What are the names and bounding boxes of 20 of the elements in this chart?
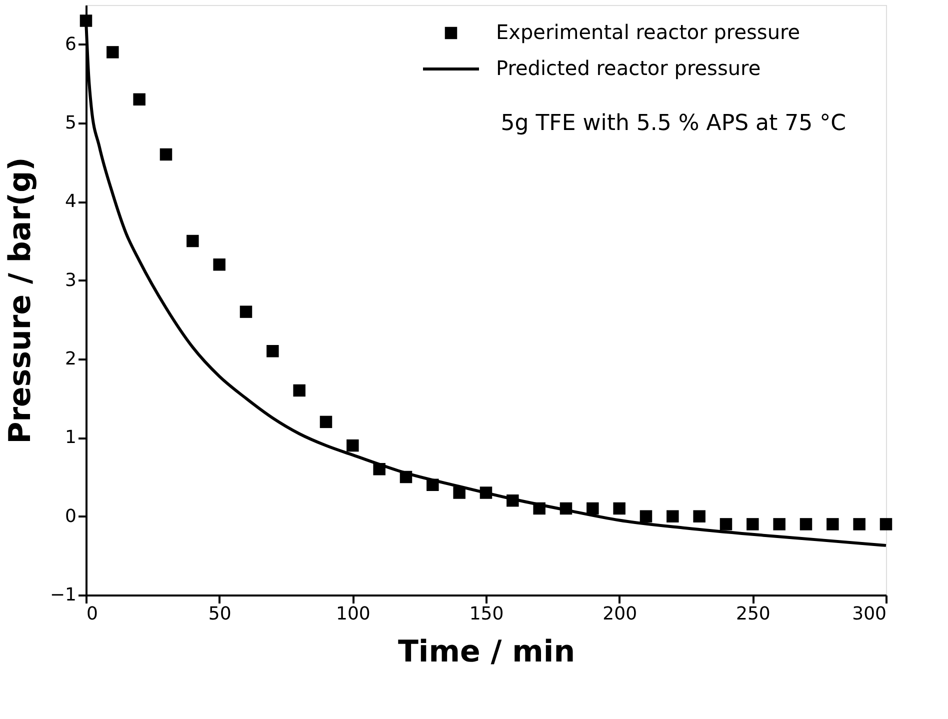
- legend-label: Predicted reactor pressure: [496, 56, 761, 80]
- x-tick-label: 50: [208, 604, 232, 624]
- y-tick-label: 3: [65, 270, 76, 291]
- y-tick-label: −1: [50, 584, 76, 606]
- y-tick-label: 5: [65, 112, 76, 134]
- x-tick-label: 250: [736, 604, 770, 624]
- legend-label: Experimental reactor pressure: [496, 20, 800, 44]
- y-tick-label: 0: [65, 506, 76, 527]
- x-tick-label: 0: [86, 604, 98, 624]
- x-tick-label: 150: [469, 604, 504, 624]
- y-tick-label: 1: [65, 427, 76, 448]
- y-tick-label: 6: [65, 34, 76, 55]
- y-tick-label: 4: [65, 191, 76, 212]
- annotation: 5g TFE with 5.5 % APS at 75 °C: [500, 111, 846, 136]
- x-tick-label: 300: [852, 604, 886, 624]
- x-axis-title: Time / min: [398, 634, 576, 670]
- y-tick-label: 2: [65, 348, 76, 370]
- x-tick-label: 200: [602, 604, 638, 624]
- y-axis-title: Pressure / bar(g): [2, 157, 38, 444]
- x-tick-label: 100: [336, 604, 370, 624]
